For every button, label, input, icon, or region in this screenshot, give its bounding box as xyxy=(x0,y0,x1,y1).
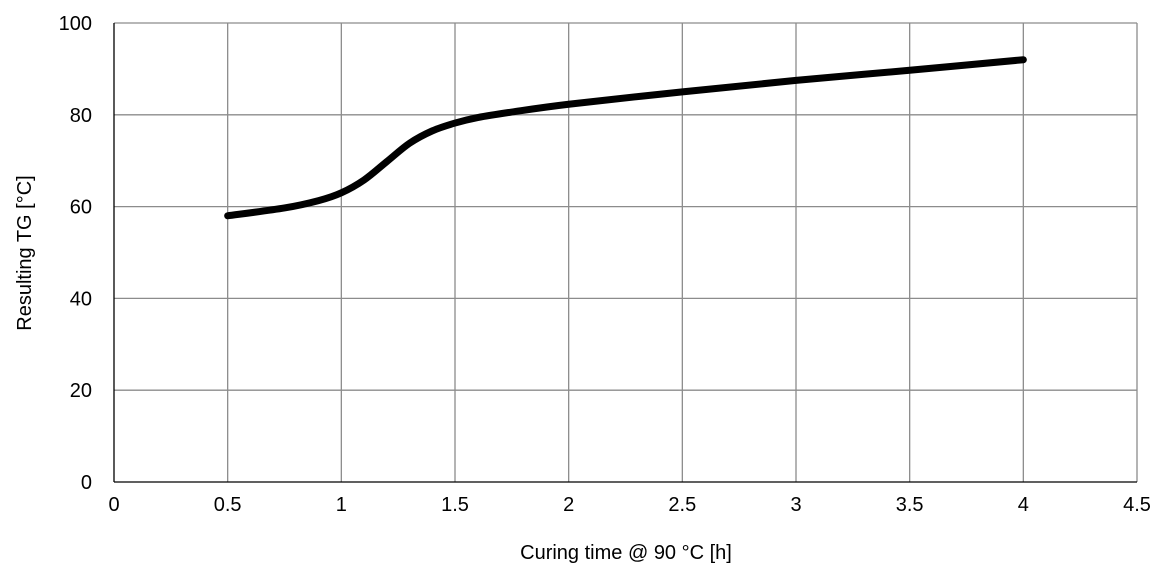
x-tick-label: 3.5 xyxy=(896,494,924,516)
series-line xyxy=(224,56,1027,220)
tick-labels: 0 0.5 1 1.5 2 2.5 3 3.5 4 4.5 0 20 40 60 80 100 xyxy=(59,13,1151,516)
x-tick-label: 0 xyxy=(108,494,119,516)
y-tick-label: 20 xyxy=(70,380,92,402)
x-tick-label: 0.5 xyxy=(214,494,242,516)
x-tick-label: 2 xyxy=(563,494,574,516)
y-tick-label: 60 xyxy=(70,197,92,219)
x-tick-label: 4 xyxy=(1018,494,1029,516)
x-tick-label: 4.5 xyxy=(1123,494,1151,516)
x-tick-label: 2.5 xyxy=(668,494,696,516)
series-layer xyxy=(224,56,1027,220)
y-tick-label: 100 xyxy=(59,13,92,35)
x-tick-label: 1.5 xyxy=(441,494,469,516)
y-tick-label: 0 xyxy=(81,472,92,494)
x-tick-label: 1 xyxy=(336,494,347,516)
y-tick-label: 40 xyxy=(70,288,92,310)
x-tick-label: 3 xyxy=(790,494,801,516)
grid xyxy=(114,22,1138,482)
y-tick-label: 80 xyxy=(70,105,92,127)
x-axis-label: Curing time @ 90 °C [h] xyxy=(520,542,732,564)
axes xyxy=(113,23,1137,483)
y-axis-label: Resulting TG [°C] xyxy=(14,175,36,330)
